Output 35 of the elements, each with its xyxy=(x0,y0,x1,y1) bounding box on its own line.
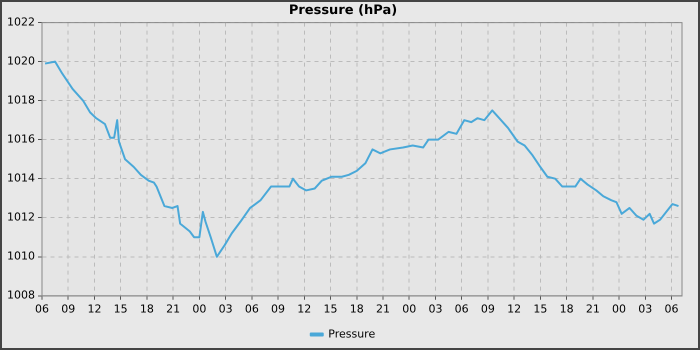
x-tick-label: 09 xyxy=(61,302,76,316)
y-tick-label: 1020 xyxy=(6,54,35,68)
x-tick-label: 18 xyxy=(350,302,364,316)
x-tick-label: 06 xyxy=(664,302,679,316)
x-tick-label: 09 xyxy=(480,302,495,316)
x-tick-label: 12 xyxy=(507,302,522,316)
x-tick-label: 15 xyxy=(114,302,128,316)
x-tick-label: 06 xyxy=(454,302,469,316)
y-tick-label: 1022 xyxy=(6,15,35,28)
y-tick-label: 1016 xyxy=(6,132,35,146)
x-tick-label: 21 xyxy=(586,302,600,316)
x-tick-label: 15 xyxy=(324,302,338,316)
x-tick-label: 21 xyxy=(166,302,180,316)
y-tick-label: 1008 xyxy=(6,288,35,302)
x-tick-label: 09 xyxy=(271,302,286,316)
legend-label: Pressure xyxy=(328,327,376,340)
x-tick-label: 12 xyxy=(87,302,102,316)
chart-title: Pressure (hPa) xyxy=(288,3,398,18)
y-tick-label: 1014 xyxy=(6,172,35,185)
x-tick-label: 06 xyxy=(244,302,259,316)
x-tick-label: 06 xyxy=(34,302,49,316)
x-tick-label: 03 xyxy=(218,302,233,316)
y-tick-label: 1010 xyxy=(6,250,35,263)
x-tick-label: 18 xyxy=(560,302,574,316)
y-tick-label: 1018 xyxy=(6,94,35,107)
y-tick-label: 1012 xyxy=(6,210,35,224)
x-tick-label: 00 xyxy=(402,302,416,316)
x-tick-label: 00 xyxy=(192,302,206,316)
x-tick-label: 03 xyxy=(428,302,442,316)
x-tick-label: 21 xyxy=(376,302,390,316)
x-tick-label: 00 xyxy=(612,302,626,316)
x-tick-label: 12 xyxy=(297,302,312,316)
x-tick-label: 03 xyxy=(638,302,652,316)
x-tick-label: 15 xyxy=(533,302,548,316)
x-tick-label: 18 xyxy=(140,302,154,316)
